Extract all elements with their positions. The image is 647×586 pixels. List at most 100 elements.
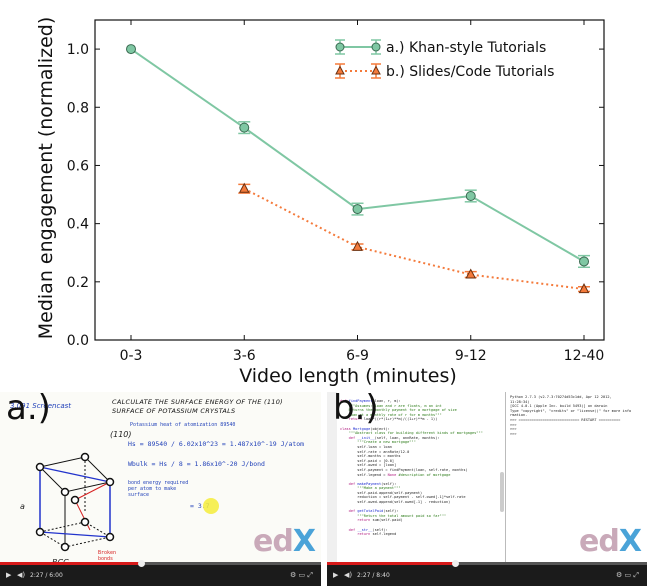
edx-logo: edX [579, 524, 642, 559]
slides-code-video-thumbnail: def findPayment(loan, r, m): """Assumes:… [327, 392, 647, 586]
code-token: def [340, 509, 358, 514]
code-token: Returns the monthly payment for a mortga… [348, 408, 457, 413]
legend-marker [371, 42, 381, 52]
progress-remaining[interactable] [141, 562, 321, 565]
series-2-point [578, 283, 590, 294]
playback-time: 2:27 / 8:40 [357, 572, 390, 579]
legend-marker [371, 65, 381, 75]
legend-entry-1: a.) Khan-style Tutorials [386, 40, 546, 56]
code-token: self.loan = loan self.rate = annRate/12.… [357, 444, 468, 477]
y-tick-label: 0.4 [67, 217, 89, 233]
chart-legend: a.) Khan-style Tutorials b.) Slides/Code … [335, 39, 554, 80]
editor-scrollbar[interactable] [500, 472, 504, 512]
code-token: self.legend [372, 532, 397, 537]
code-token: return [340, 417, 364, 422]
code-token: (loan, r, m): [372, 399, 401, 403]
series-2-point [352, 240, 363, 251]
code-token: __init__ [357, 435, 375, 440]
screencast-header: 3.091 Screencast [10, 402, 72, 410]
code-token: def [340, 399, 349, 403]
code-token: getTotalPaid [357, 509, 384, 514]
code-token: makePayment [357, 481, 382, 486]
legend-marker [335, 65, 345, 75]
code-token: self.paid.append(self.payment) reduction… [357, 490, 466, 505]
y-tick-labels: 0.0 0.2 0.4 0.6 0.8 1.0 [67, 42, 89, 349]
handwriting-line-1: Potassium heat of atomization 89540 [130, 422, 236, 428]
plot-frame [94, 19, 605, 341]
code-token: loan at a monthly rate of r for m months… [348, 412, 442, 417]
whiteboard: 3.091 Screencast CALCULATE THE SURFACE E… [0, 392, 321, 567]
player-settings-icons[interactable]: ⚙ ▭ ⤢ [616, 571, 639, 579]
code-token: #description of mortgage [398, 472, 451, 477]
code-token: return [340, 532, 373, 537]
legend-marker [335, 42, 345, 52]
y-tick-label: 0.0 [67, 333, 89, 349]
series-2-point [238, 182, 250, 193]
code-token: """Return the total amount paid so far""… [357, 513, 447, 518]
y-axis-label: Median engagement (normalized) [35, 17, 57, 339]
code-token: Mortgage [352, 426, 371, 431]
code-token: class [340, 426, 353, 431]
x-tick-label: 9-12 [455, 348, 487, 364]
progress-played[interactable] [0, 562, 142, 565]
chart-axes [94, 19, 605, 341]
x-axis-label: Video length (minutes) [239, 365, 457, 387]
problem-title: CALCULATE THE SURFACE ENERGY OF THE (110… [112, 398, 283, 415]
code-token: __str__ [357, 527, 373, 532]
code-token: """Assumes: loan and r are floats, m an … [348, 403, 442, 408]
progress-knob[interactable] [138, 560, 146, 567]
y-tick-label: 0.2 [67, 275, 89, 291]
progress-played[interactable] [327, 562, 455, 565]
engagement-line-chart: 0-3 3-6 6-9 9-12 12-40 0.0 0.2 0.4 0.6 0.8 1.0 a.… [35, 17, 605, 387]
progress-knob[interactable] [451, 560, 459, 567]
miller-index-label: (110) [110, 430, 132, 439]
code-token: None [387, 472, 399, 477]
video-player-bar[interactable]: ▶ ◀) 2:27 / 8:40 ⚙ ▭ ⤢ [327, 560, 647, 586]
volume-icon[interactable]: ◀) [17, 571, 26, 579]
handwriting-line-3: Wbulk = Hs / 8 = 1.86x10^-20 J/bond [128, 460, 265, 468]
lattice-a-label: a [20, 502, 25, 511]
y-tick-label: 1.0 [67, 42, 89, 58]
python-code: def findPayment(loan, r, m): """Assumes:… [340, 399, 483, 537]
code-token: (self): [372, 527, 388, 532]
handwriting-line-2: Hs = 89540 / 6.02x10^23 = 1.487x10^-19 J… [128, 440, 305, 448]
panel-b-label: b.) [333, 392, 379, 428]
video-player-bar[interactable]: ▶ ◀) 2:27 / 6:00 ⚙ ▭ ⤢ [0, 560, 321, 586]
series-1-point [465, 191, 476, 201]
python-shell: Python 2.7.3 (v2.7.3:70274d53c1dd, Apr 1… [507, 392, 647, 562]
bcc-crystal-diagram [35, 452, 115, 552]
code-token: """Make a payment""" [357, 486, 401, 491]
x-tick-label: 12-40 [564, 348, 605, 364]
code-token: def [340, 527, 358, 532]
code-token: (self, loan, annRate, months): [374, 435, 440, 440]
play-icon[interactable]: ▶ [333, 571, 339, 579]
series-2-point [465, 268, 477, 279]
broken-bonds-note: Broken bonds [98, 550, 117, 562]
code-editor: def findPayment(loan, r, m): """Assumes:… [327, 392, 506, 562]
series-1-line [130, 48, 585, 263]
khan-style-video-thumbnail: 3.091 Screencast CALCULATE THE SURFACE E… [0, 392, 321, 586]
play-icon[interactable]: ▶ [6, 571, 12, 579]
y-tick-label: 0.8 [67, 100, 89, 116]
code-token: """Abstract class for building different… [348, 431, 483, 436]
volume-icon[interactable]: ◀) [344, 571, 353, 579]
code-token: (self): [383, 509, 399, 514]
edx-logo: edX [253, 524, 316, 559]
series-1-point [239, 122, 250, 133]
code-token: def [340, 435, 358, 440]
player-settings-icons[interactable]: ⚙ ▭ ⤢ [290, 571, 313, 579]
panel-a-label: a.) [6, 392, 51, 428]
editor-gutter [327, 392, 337, 562]
code-token: sum(self.paid) [372, 518, 403, 523]
playback-time: 2:27 / 6:00 [30, 572, 63, 579]
handwriting-line-4: bond energy required per atom to make su… [128, 480, 189, 498]
series-1-point [126, 44, 136, 55]
progress-remaining[interactable] [455, 562, 647, 565]
code-token: findPayment [348, 399, 373, 403]
y-tick-label: 0.6 [67, 158, 89, 174]
x-tick-label: 6-9 [346, 348, 369, 364]
handwriting-line-5: = 3.7 [190, 502, 210, 510]
chart-series [126, 44, 590, 294]
code-token: loan*((r*(1+r)**m)/((1+r)**m - 1)) [363, 417, 438, 422]
code-token: (self): [381, 481, 397, 486]
